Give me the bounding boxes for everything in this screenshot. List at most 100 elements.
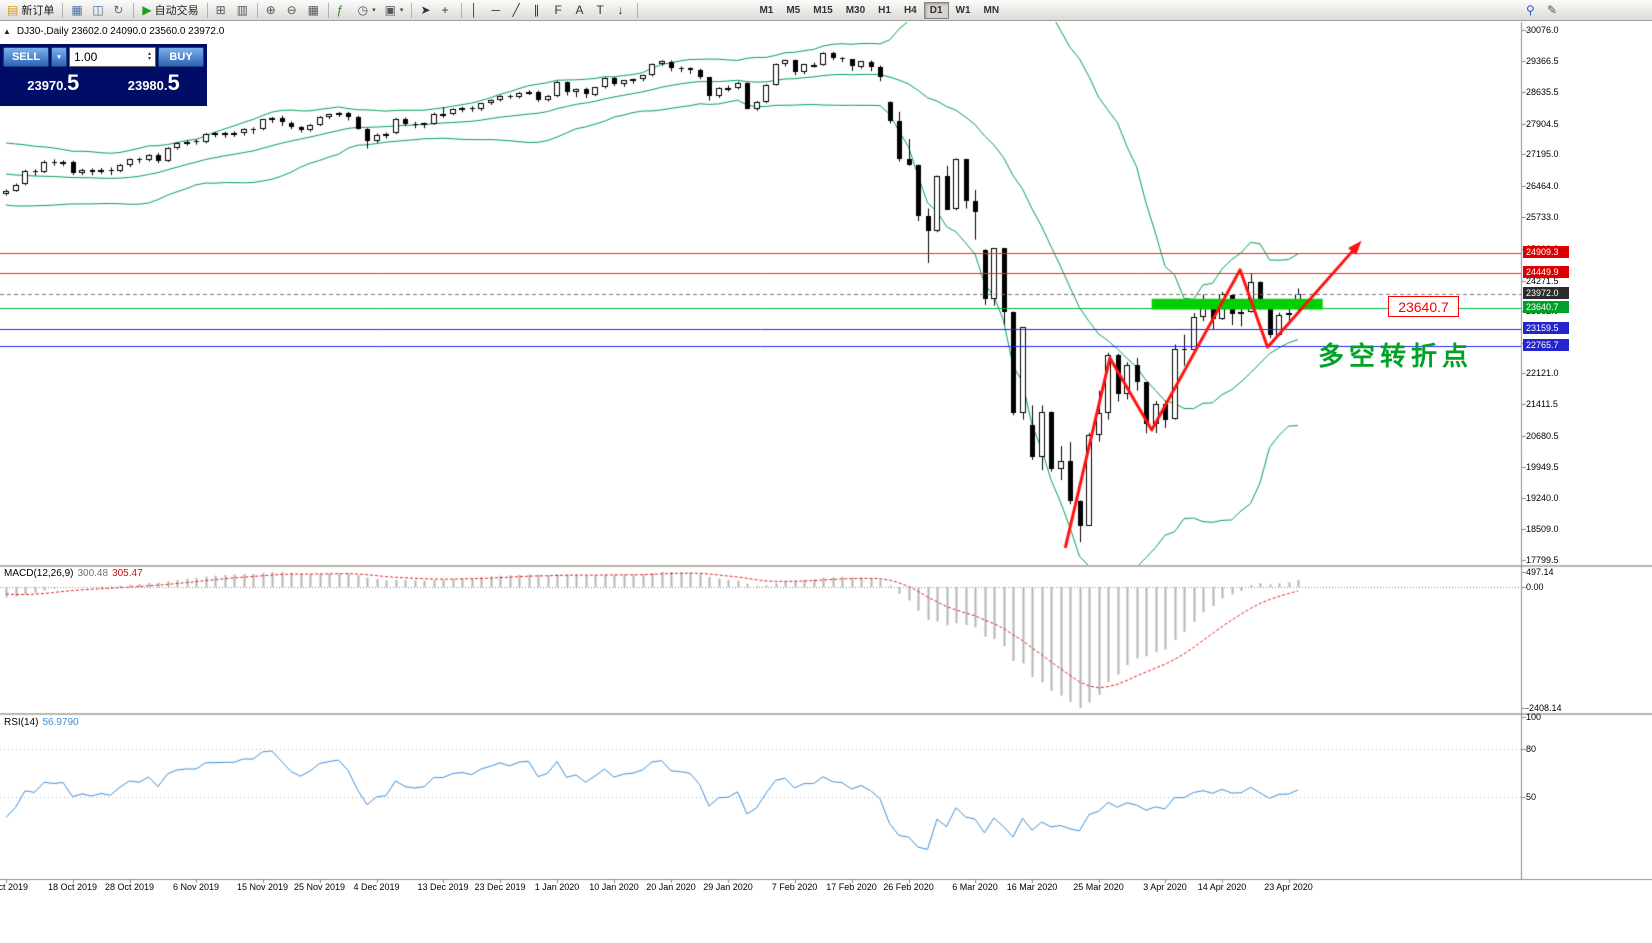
arrows-button[interactable]: ↓ [613,1,633,19]
chart-templates-button[interactable]: ▥ [233,1,253,19]
caret-down-icon: ▾ [399,7,404,14]
zoom-in-icon: ⊕ [265,3,276,17]
volume-spinner[interactable]: ▴ ▾ [147,51,151,62]
trendline-button[interactable]: ╱ [508,1,528,19]
toolbar-divider [256,2,258,18]
tile-windows-button[interactable]: ▦ [304,1,324,19]
sell-button[interactable]: SELL [3,47,49,67]
caret-down-icon: ▾ [372,7,376,14]
price-axis-label: 21411.5 [1526,399,1558,410]
macd-axis-label: -2408.14 [1526,703,1562,713]
timeframe-w1-button[interactable]: W1 [950,2,977,19]
vertical-line-button[interactable]: │ [466,1,486,19]
channel-icon: ∥ [533,3,540,17]
chart-title-row: ▲ DJ30-,Daily 23602.0 24090.0 23560.0 23… [3,26,224,37]
autotrading-icon: ▶ [142,3,152,17]
text-button[interactable]: T [592,1,612,19]
profiles-icon: ◫ [92,3,104,17]
edit-icon: ✎ [1547,3,1558,17]
price-axis-label: 30076.0 [1526,25,1559,35]
price-axis-label: 27195.0 [1526,149,1559,160]
new-chart-button[interactable]: ⊞ [212,1,232,19]
macd-main-value: 300.48 [77,568,109,579]
date-axis-label: 13 Dec 2019 [417,882,469,892]
price-axis-badge: 23159.5 [1523,321,1569,334]
date-axis-label: 3 Apr 2020 [1143,882,1187,892]
timeframe-d1-button[interactable]: D1 [923,1,949,19]
date-axis-label: 7 Feb 2020 [771,882,818,892]
caret-down-icon: ▾ [57,54,61,61]
crosshair-button[interactable]: + [437,1,457,19]
indicators-icon: ƒ [336,3,344,17]
periods-button[interactable]: ◷ ▾ [354,1,380,19]
sell-price[interactable]: 23970. 5 [3,69,104,103]
timeframe-h4-button[interactable]: H4 [898,2,923,19]
sell-price-main: 23970 [27,78,64,93]
zoom-out-button[interactable]: ⊖ [283,1,303,19]
crosshair-icon: + [441,3,449,17]
date-axis-label: 1 Jan 2020 [534,882,580,892]
buy-price[interactable]: 23980. 5 [104,69,205,103]
search-button[interactable]: ⚲ [1522,1,1542,19]
price-axis-label: 19240.0 [1526,492,1559,503]
rsi-indicator-label: RSI(14) 56.9790 [4,717,79,728]
timeframe-m30-button[interactable]: M30 [840,2,871,19]
date-axis-label: 18 Oct 2019 [47,882,98,892]
support-price-label: 23640.7 [1388,296,1459,317]
toolbar-divider [133,2,135,18]
date-axis-label: 23 Dec 2019 [474,882,526,892]
order-type-dropdown[interactable]: ▾ [51,47,67,67]
charts-button[interactable]: ▦ [67,1,87,19]
timeframe-h1-button[interactable]: H1 [872,2,897,19]
horizontal-line-button[interactable]: ─ [487,1,507,19]
periods-icon: ◷ [357,3,369,17]
templates-button[interactable]: ▣ ▾ [381,1,408,19]
timeframe-m5-button[interactable]: M5 [780,2,806,19]
price-axis-badge: 23640.7 [1523,300,1569,313]
volume-input[interactable]: 1.00 ▴ ▾ [69,47,156,67]
spin-up-icon[interactable]: ▴ [147,51,151,57]
edit-button[interactable]: ✎ [1543,1,1563,19]
turning-point-annotation: 多空转折点 [1318,341,1474,371]
price-axis-label: 27904.5 [1526,118,1559,129]
cursor-icon: ➤ [420,3,431,17]
buy-price-main: 23980 [127,78,164,93]
timeframe-m15-button[interactable]: M15 [807,2,838,19]
price-axis-label: 17799.5 [1526,555,1559,565]
sell-price-dot: . [63,78,68,93]
arrows-icon: ↓ [617,3,624,17]
horizontal-line-icon: ─ [491,3,500,17]
chart-templates-icon: ▥ [236,3,248,17]
date-axis-label: 23 Apr 2020 [1264,882,1313,892]
indicators-button[interactable]: ƒ [333,1,353,19]
refresh-button[interactable]: ↻ [109,1,129,19]
channel-button[interactable]: ∥ [529,1,549,19]
date-axis-label: 16 Mar 2020 [1006,882,1058,892]
zoom-in-button[interactable]: ⊕ [262,1,282,19]
profiles-button[interactable]: ◫ [88,1,108,19]
text-icon: T [596,3,604,17]
rsi-axis-label: 100 [1526,712,1542,722]
new-order-button[interactable]: ▤ 新订单 [3,1,58,19]
tile-windows-icon: ▦ [307,3,319,17]
buy-price-frac: 5 [167,70,180,95]
fibonacci-button[interactable]: F [550,1,570,19]
new-chart-icon: ⊞ [215,3,226,17]
spin-down-icon[interactable]: ▾ [147,56,151,62]
date-axis-label: 28 Oct 2019 [104,882,155,892]
timeframe-mn-button[interactable]: MN [978,2,1006,19]
timeframe-m1-button[interactable]: M1 [753,2,779,19]
buy-button[interactable]: BUY [158,47,204,67]
autotrading-button[interactable]: ▶ 自动交易 [138,1,202,19]
main-toolbar: ▤ 新订单 ▦ ◫ ↻ ▶ 自动交易 ⊞ ▥ ⊕ ⊖ ▦ ƒ ◷ ▾ ▣ ▾ ➤ + │ ─ ╱ ∥ F A T ↓ M1 M5 M15 M… [0,0,1652,21]
cursor-button[interactable]: ➤ [416,1,436,19]
toolbar-divider [62,2,64,18]
andrews-button[interactable]: A [571,1,591,19]
refresh-icon: ↻ [113,3,124,17]
one-click-collapse-icon[interactable]: ▲ [3,27,11,36]
new-order-label: 新订单 [21,5,55,17]
macd-signal-value: 305.47 [112,568,143,579]
price-axis-badge: 23972.0 [1523,286,1569,299]
fibonacci-icon: F [554,3,562,17]
